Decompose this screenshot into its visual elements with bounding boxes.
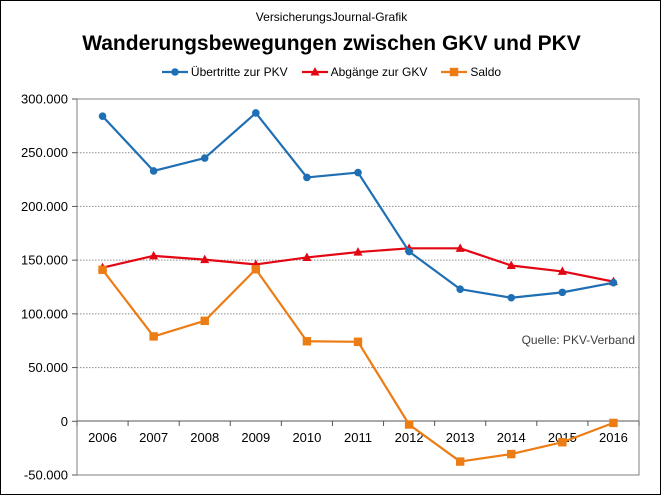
x-tick-label: 2010 <box>292 430 321 445</box>
legend-key-triangle <box>301 67 328 76</box>
x-tick-label: 2013 <box>446 430 475 445</box>
data-point-circle <box>609 278 618 287</box>
legend-item: Übertritte zur PKV <box>161 65 288 79</box>
source-annotation: Quelle: PKV-Verband <box>522 333 635 347</box>
data-point-circle <box>405 247 413 256</box>
data-point-circle <box>507 293 516 302</box>
data-point-square <box>609 418 618 428</box>
data-point-square <box>98 265 107 275</box>
data-point-square <box>507 449 516 459</box>
legend-label: Abgänge zur GKV <box>330 65 428 79</box>
data-point-circle <box>354 168 362 177</box>
chart-title: Wanderungsbewegungen zwischen GKV und PK… <box>82 32 581 55</box>
data-point-triangle <box>455 243 465 252</box>
data-point-circle <box>456 285 464 293</box>
data-point-triangle <box>149 250 159 260</box>
x-tick-label: 2016 <box>599 430 628 445</box>
x-tick-label: 2006 <box>88 430 117 445</box>
legend-key-square <box>441 67 468 77</box>
x-tick-label: 2009 <box>241 430 270 445</box>
data-point-square <box>558 438 567 447</box>
x-tick-label: 2008 <box>190 430 219 445</box>
data-point-triangle <box>557 266 567 275</box>
data-point-triangle <box>200 254 210 264</box>
data-point-square <box>149 332 158 341</box>
x-tick-label: 2015 <box>548 430 577 445</box>
data-point-square <box>251 265 261 274</box>
data-point-circle <box>303 173 311 182</box>
y-tick-label: 50.000 <box>28 360 68 375</box>
x-tick-label: 2007 <box>139 430 168 445</box>
chart-legend: Übertritte zur PKV Abgänge zur GKV Saldo <box>1 65 661 79</box>
y-tick-label: 0 <box>61 414 68 429</box>
y-tick-label: 300.000 <box>21 92 68 107</box>
data-point-circle <box>98 112 107 120</box>
x-tick-label: 2012 <box>395 430 424 445</box>
legend-label: Saldo <box>470 65 502 79</box>
legend-key-circle <box>161 68 188 76</box>
legend-item: Saldo <box>441 65 501 79</box>
data-point-triangle <box>353 247 363 256</box>
data-point-triangle <box>506 260 516 270</box>
data-point-circle <box>252 109 260 117</box>
data-point-triangle <box>302 252 312 261</box>
data-point-circle <box>149 167 158 175</box>
legend-label: Übertritte zur PKV <box>190 65 288 79</box>
y-tick-label: 250.000 <box>21 145 68 160</box>
data-point-square <box>404 420 414 429</box>
x-tick-label: 2011 <box>344 430 372 445</box>
y-tick-label: 150.000 <box>21 253 68 268</box>
y-tick-label: 200.000 <box>21 199 68 214</box>
y-tick-label: -50.000 <box>24 468 68 483</box>
data-point-square <box>455 457 465 466</box>
plot-area <box>76 98 640 476</box>
source-label: VersicherungsJournal-Grafik <box>255 10 408 24</box>
data-point-circle <box>200 154 209 162</box>
data-point-square <box>200 316 209 326</box>
x-tick-label: 2014 <box>497 430 526 445</box>
data-point-circle <box>558 288 567 297</box>
y-tick-label: 100.000 <box>21 306 68 321</box>
legend-item: Abgänge zur GKV <box>301 65 428 79</box>
data-point-square <box>302 337 312 346</box>
data-point-square <box>353 337 363 346</box>
